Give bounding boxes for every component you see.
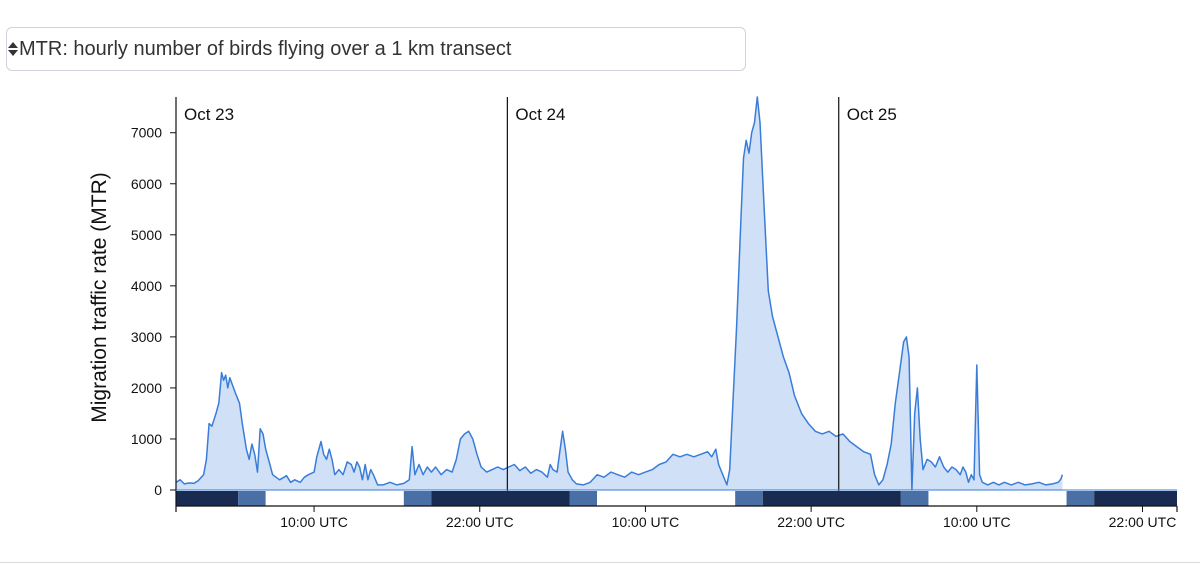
day-marker-label: Oct 23 [184,105,234,124]
daylight-segment-twilight [403,491,432,506]
daylight-segment-day [928,491,1067,506]
variable-select[interactable]: MTR: hourly number of birds flying over … [6,27,746,71]
mtr-line-0 [175,96,1064,491]
daylight-segment-night [176,491,239,506]
y-tick-label: 6000 [131,176,162,192]
y-tick-label: 0 [154,482,162,498]
daylight-segment-twilight [238,491,266,506]
x-tick-label: 22:00 UTC [777,514,845,530]
day-marker-label: Oct 25 [847,105,897,124]
y-tick-label: 4000 [131,278,162,294]
y-axis-label: Migration traffic rate (MTR) [88,172,111,423]
x-tick-label: 22:00 UTC [1109,514,1177,530]
y-tick-label: 1000 [131,431,162,447]
daylight-segment-day [597,491,736,506]
daylight-segment-twilight [735,491,763,506]
daylight-segment-twilight [1066,491,1095,506]
y-tick-label: 2000 [131,380,162,396]
y-tick-label: 5000 [131,227,162,243]
x-tick-label: 22:00 UTC [446,514,514,530]
bottom-divider [0,562,1200,563]
x-tick-label: 10:00 UTC [612,514,680,530]
select-updown-icon [8,42,18,56]
day-marker-label: Oct 24 [515,105,565,124]
daylight-segment-twilight [569,491,598,506]
mtr-area-0 [176,97,1063,490]
daylight-segment-twilight [900,491,929,506]
daylight-segment-night [762,491,901,506]
x-tick-label: 10:00 UTC [280,514,348,530]
x-tick-label: 10:00 UTC [943,514,1011,530]
variable-select-value: MTR: hourly number of birds flying over … [19,37,512,60]
daylight-segment-night [431,491,570,506]
y-tick-label: 3000 [131,329,162,345]
daylight-segment-day [265,491,404,506]
daylight-segment-night [1094,491,1177,506]
y-tick-label: 7000 [131,125,162,141]
